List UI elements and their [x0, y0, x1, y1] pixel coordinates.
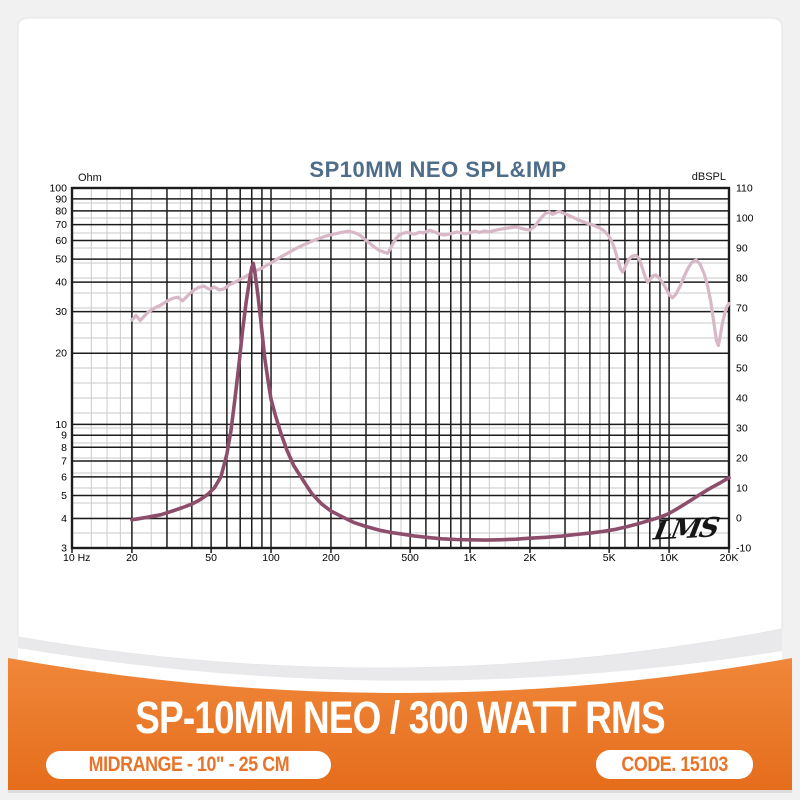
- right-tick-label: 90: [736, 243, 748, 255]
- spl-curve: [130, 209, 731, 348]
- x-tick-label: 100: [262, 552, 280, 564]
- banner-bottom-shadow: [8, 790, 792, 793]
- left-tick-label: 90: [55, 193, 67, 205]
- left-tick-label: 9: [61, 430, 67, 442]
- right-tick-label: -10: [736, 543, 751, 555]
- x-tick-label: 200: [322, 552, 340, 564]
- left-tick-label: 5: [61, 490, 67, 502]
- right-tick-label: 50: [736, 363, 748, 375]
- left-tick-label: 80: [55, 205, 67, 217]
- left-tick-label: 40: [55, 277, 67, 289]
- left-tick-label: 10: [55, 419, 67, 431]
- left-tick-label: 70: [55, 219, 67, 231]
- left-tick-label: 50: [55, 254, 67, 266]
- x-tick-label: 50: [205, 552, 217, 564]
- right-tick-label: 80: [736, 273, 748, 285]
- x-tick-label: 10 Hz: [63, 552, 90, 564]
- midrange-size-badge: MIDRANGE - 10" - 25 CM: [46, 751, 331, 779]
- chart-curves: [130, 209, 731, 542]
- left-tick-label: 6: [61, 471, 67, 483]
- left-tick-label: 30: [55, 306, 67, 318]
- right-tick-label: 0: [736, 513, 742, 525]
- left-tick-label: 20: [55, 348, 67, 360]
- x-tick-label: 20: [126, 552, 138, 564]
- product-banner-title: SP-10MM NEO / 300 WATT RMS: [135, 692, 665, 743]
- left-axis-unit-label: Ohm: [78, 172, 102, 184]
- chart-title: SP10MM NEO SPL&IMP: [309, 157, 567, 182]
- right-tick-label: 100: [736, 213, 754, 225]
- left-tick-label: 60: [55, 235, 67, 247]
- chart-grid: [70, 186, 731, 553]
- product-code-badge: CODE. 15103: [596, 750, 753, 779]
- chart-tick-labels: 10 Hz 20 50 100 200 500 1K 2K 5K 10K 20K1009080706…: [49, 183, 753, 565]
- right-tick-label: 30: [736, 423, 748, 435]
- x-tick-label: 10K: [660, 552, 679, 564]
- left-tick-label: 4: [61, 513, 67, 525]
- right-tick-label: 20: [736, 453, 748, 465]
- x-tick-label: 1K: [464, 552, 477, 564]
- impedance-curve: [130, 261, 731, 542]
- left-tick-label: 8: [61, 442, 67, 454]
- right-axis-unit-label: dBSPL: [692, 171, 726, 183]
- right-tick-label: 110: [736, 183, 753, 195]
- product-code-badge-label: CODE. 15103: [621, 752, 728, 776]
- left-tick-label: 7: [61, 456, 67, 468]
- left-tick-label: 100: [49, 183, 67, 195]
- right-tick-label: 70: [736, 303, 748, 315]
- right-tick-label: 60: [736, 333, 748, 345]
- card-bottom-swoosh: [18, 629, 782, 681]
- product-card: [17, 17, 783, 669]
- x-tick-label: 2K: [524, 552, 537, 564]
- chart-frame: [70, 186, 731, 550]
- right-tick-label: 40: [736, 393, 748, 405]
- left-tick-label: 3: [61, 543, 67, 555]
- right-tick-label: 10: [736, 483, 748, 495]
- lms-signature: LMS: [650, 512, 722, 547]
- x-tick-label: 20K: [720, 552, 739, 564]
- x-tick-label: 500: [401, 552, 419, 564]
- midrange-size-badge-label: MIDRANGE - 10" - 25 CM: [88, 753, 289, 776]
- x-tick-label: 5K: [603, 552, 616, 564]
